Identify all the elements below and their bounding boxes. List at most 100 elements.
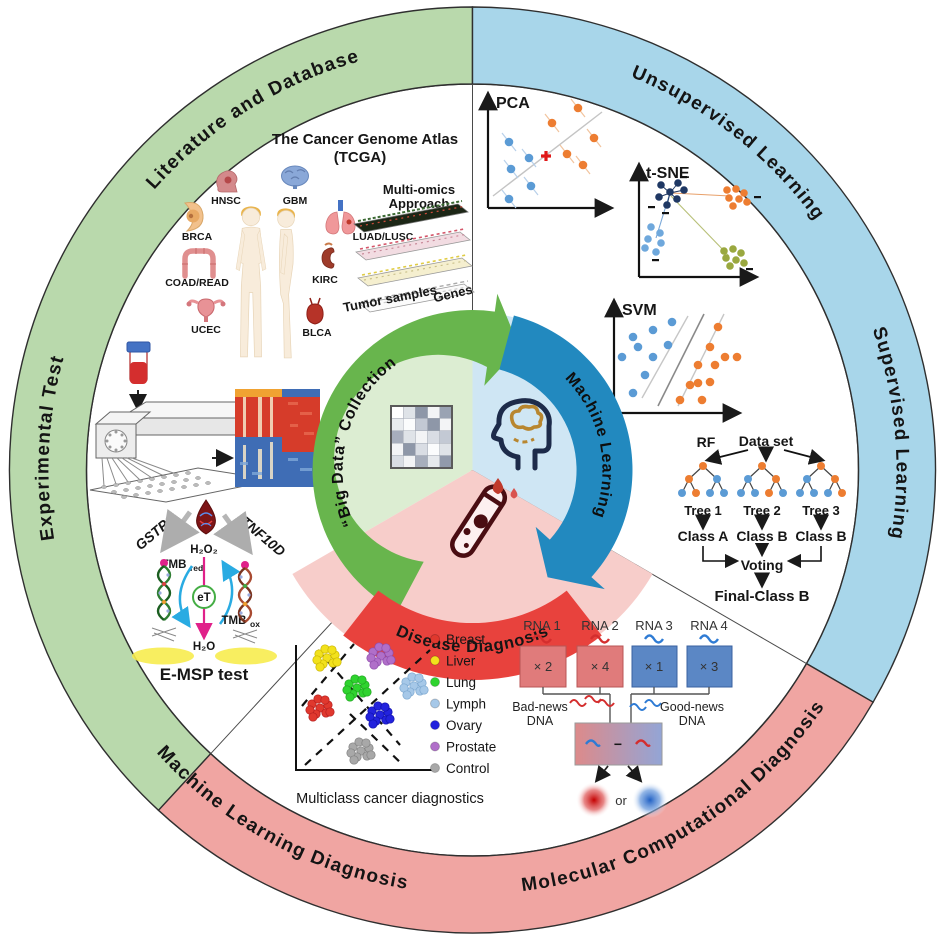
- hnsc-icon: [216, 170, 238, 193]
- svm-title: SVM: [622, 302, 657, 319]
- emsp-caption: E-MSP test: [160, 665, 249, 684]
- ucec-label: UCEC: [191, 324, 221, 336]
- rna3-wave-icon: [643, 634, 665, 644]
- rf-class3-label: Class B: [795, 528, 846, 544]
- rf-final-label: Final-Class B: [714, 588, 809, 605]
- legend-label-breast: Breast: [446, 632, 485, 647]
- cluster-breast: [305, 694, 335, 722]
- subtraction-box: [574, 722, 663, 766]
- tcga-title: The Cancer Genome Atlas: [272, 131, 458, 148]
- body-front-silhouette: [235, 206, 267, 358]
- multiclass-legend: Breast Liver Lung Lymph Ovary Prostate C…: [430, 632, 496, 776]
- svm-plot: SVM: [604, 297, 743, 423]
- rna2-label: RNA 2: [581, 618, 619, 633]
- result-arrow-left: [594, 765, 612, 783]
- kirc-icon: [321, 242, 335, 269]
- cluster-control: [346, 737, 376, 765]
- rf-class-arrows: [694, 514, 830, 531]
- rna2-mult: × 4: [591, 659, 609, 674]
- rna4-label: RNA 4: [690, 618, 728, 633]
- svm-blue-points: [617, 317, 677, 398]
- legend-dot-control: [430, 763, 440, 773]
- blood-drop-small-icon: [510, 488, 518, 499]
- cluster-ovary: [365, 701, 395, 729]
- legend-dot-liver: [430, 655, 440, 666]
- cluster-liver: [312, 644, 342, 672]
- tmb-red-sub: red: [190, 563, 203, 573]
- good-news-label-1: Good-news: [660, 700, 724, 714]
- blood-drop-large-icon: [492, 478, 504, 495]
- rf-title: RF: [697, 434, 716, 450]
- legend-label-ovary: Ovary: [446, 718, 482, 733]
- red-result-icon: [576, 782, 612, 818]
- blood-drop-icon: [196, 499, 216, 535]
- rna2-wave-icon: [589, 634, 611, 644]
- rf-tree2-label: Tree 2: [743, 503, 781, 518]
- electrode-left-icon: [132, 647, 194, 665]
- tsne-orange-cluster: [723, 185, 751, 210]
- heatmap-image: [235, 389, 320, 487]
- multiclass-caption: Multiclass cancer diagnostics: [296, 791, 484, 807]
- dna-helix-right-icon: [232, 561, 258, 644]
- rf-dataset-label: Data set: [739, 433, 794, 449]
- rf-class1-label: Class A: [678, 528, 729, 544]
- tsne-plot: t-SNE: [629, 161, 761, 287]
- rna1-mult: × 2: [534, 659, 552, 674]
- pca-title: PCA: [496, 95, 530, 112]
- test-tube-icon: [450, 478, 518, 558]
- multiomics-label-1: Multi-omics: [383, 182, 455, 197]
- blue-result-icon: [632, 782, 668, 818]
- rna4-wave-icon: [698, 634, 720, 644]
- rna2-box: [576, 645, 624, 688]
- good-news-waves-icon: [629, 699, 662, 711]
- pca-blue-points: [504, 137, 536, 204]
- rna4-mult: × 3: [700, 659, 718, 674]
- good-news-label-2: DNA: [679, 714, 706, 728]
- sub-blue-wave-icon: [585, 739, 601, 747]
- rf-tree3-label: Tree 3: [802, 503, 840, 518]
- cluster-lung: [342, 674, 372, 702]
- rna3-label: RNA 3: [635, 618, 673, 633]
- sub-red-wave-icon: [635, 739, 651, 747]
- machine-learning-arrow-icon: [499, 315, 633, 590]
- rf-tree-edges: [681, 465, 843, 494]
- rna1-box: [519, 645, 567, 688]
- cycle-arrow-left-icon: [171, 565, 194, 629]
- legend-label-control: Control: [446, 761, 490, 776]
- h2o2-label: H₂O₂: [190, 544, 217, 556]
- cluster-lymph: [399, 672, 429, 700]
- result-arrow-right: [625, 765, 643, 783]
- rna3-mult: × 1: [645, 659, 663, 674]
- omics-slab-transcriptomics: [355, 228, 471, 261]
- blca-icon: [306, 297, 324, 325]
- cluster-prostate: [366, 642, 396, 670]
- rf-tree1-label: Tree 1: [684, 503, 722, 518]
- coad-label: COAD/READ: [165, 277, 229, 289]
- legend-label-prostate: Prostate: [446, 740, 496, 755]
- rf-voting-label: Voting: [741, 557, 784, 573]
- omics-slab-proteomics: [357, 254, 473, 287]
- ring-segment-green: [8, 6, 474, 812]
- tmb-ox-sub: ox: [250, 619, 260, 629]
- pca-orange-points: [547, 103, 599, 170]
- multiclass-panel: Breast Liver Lung Lymph Ovary Prostate C…: [295, 632, 496, 807]
- pca-plot: PCA: [478, 90, 615, 218]
- legend-dot-lymph: [430, 698, 440, 709]
- electrode-right-icon: [215, 647, 277, 665]
- rf-class2-label: Class B: [736, 528, 787, 544]
- brca-icon: [183, 202, 204, 232]
- experimental-panel: [89, 341, 320, 503]
- coad-icon: [182, 248, 216, 279]
- brca-label: BRCA: [182, 231, 213, 243]
- rf-tree3-nodes: [796, 462, 846, 497]
- bad-news-label-2: DNA: [527, 714, 554, 728]
- gray-arrow-right-icon: [213, 510, 253, 556]
- hnsc-label: HNSC: [211, 195, 241, 207]
- pca-center-cross-icon: [541, 151, 551, 161]
- lung-icon: [325, 200, 356, 235]
- legend-label-lymph: Lymph: [446, 697, 486, 712]
- body-side-silhouette: [277, 208, 296, 359]
- minus-sign: −: [614, 736, 622, 752]
- blood-tube-icon: [126, 341, 151, 384]
- legend-label-lung: Lung: [446, 675, 476, 690]
